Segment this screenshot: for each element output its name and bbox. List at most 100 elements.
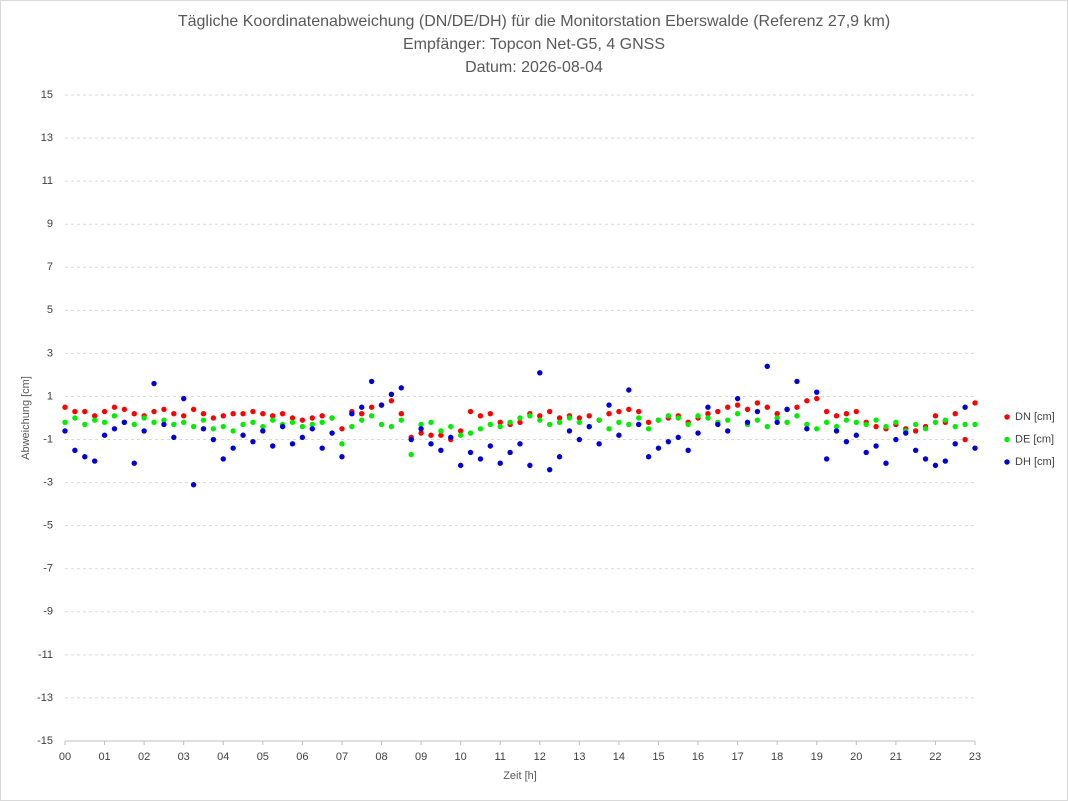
data-point xyxy=(794,413,800,419)
data-point xyxy=(339,441,345,447)
data-point xyxy=(814,426,820,432)
data-point xyxy=(448,434,454,441)
data-point xyxy=(250,419,256,426)
data-point xyxy=(428,432,434,438)
data-point xyxy=(230,445,236,451)
data-point xyxy=(635,408,642,415)
data-point xyxy=(774,419,780,426)
y-tick-label: 11 xyxy=(42,175,53,187)
data-point xyxy=(517,415,523,421)
data-point xyxy=(230,410,236,417)
data-point xyxy=(477,456,484,462)
legend-label: DH [cm] xyxy=(1015,456,1055,468)
y-tick-label: -13 xyxy=(37,692,53,704)
x-tick-label: 22 xyxy=(929,751,941,763)
data-point xyxy=(566,428,573,434)
data-point xyxy=(537,417,543,423)
data-point xyxy=(725,428,731,434)
data-point xyxy=(695,413,701,419)
data-point xyxy=(438,428,444,434)
data-point xyxy=(319,445,325,451)
x-tick-label: 04 xyxy=(217,751,229,763)
data-point xyxy=(893,419,899,426)
data-point xyxy=(695,430,701,436)
data-point xyxy=(507,419,513,426)
x-tick-label: 06 xyxy=(296,751,308,763)
data-point xyxy=(339,426,345,432)
data-point xyxy=(873,443,879,449)
data-point xyxy=(873,423,879,430)
data-point xyxy=(626,421,632,428)
data-point xyxy=(72,408,78,415)
data-point xyxy=(319,419,325,426)
data-point xyxy=(388,398,395,404)
data-point xyxy=(912,447,919,453)
data-point xyxy=(764,363,770,370)
data-point xyxy=(200,410,207,417)
data-point xyxy=(171,434,177,441)
data-point xyxy=(388,423,395,430)
data-point xyxy=(141,428,147,434)
data-point xyxy=(398,410,405,417)
data-point xyxy=(883,423,889,430)
data-point xyxy=(833,423,840,430)
y-tick-label: 13 xyxy=(41,132,53,144)
data-point xyxy=(814,395,820,402)
data-point xyxy=(418,430,424,436)
x-tick-label: 21 xyxy=(890,751,902,763)
data-point xyxy=(418,426,424,432)
chart-subtitle: Datum: 2026-08-04 xyxy=(465,59,603,76)
y-tick-label: 5 xyxy=(47,304,53,316)
data-point xyxy=(645,426,652,432)
data-point xyxy=(635,415,642,421)
data-point xyxy=(665,438,672,445)
data-point xyxy=(774,410,780,417)
data-point xyxy=(349,423,355,430)
data-point xyxy=(863,421,869,428)
data-point xyxy=(685,447,691,453)
data-point xyxy=(952,410,958,417)
data-point xyxy=(72,447,78,453)
x-tick-label: 07 xyxy=(336,751,348,763)
data-point xyxy=(220,413,226,419)
data-point xyxy=(972,400,978,406)
data-point xyxy=(912,428,919,434)
data-point xyxy=(556,415,563,421)
data-point xyxy=(180,419,187,426)
data-point xyxy=(626,387,632,393)
data-point xyxy=(359,404,365,410)
legend-marker xyxy=(1004,459,1010,465)
data-point xyxy=(101,432,108,438)
x-tick-label: 13 xyxy=(573,751,585,763)
data-point xyxy=(546,408,553,415)
data-point xyxy=(606,426,612,432)
data-point xyxy=(329,415,335,421)
data-point xyxy=(734,402,741,408)
data-point xyxy=(151,419,157,426)
x-tick-label: 08 xyxy=(375,751,387,763)
data-point xyxy=(497,460,503,466)
data-point xyxy=(497,419,503,426)
data-point xyxy=(388,391,395,398)
data-point xyxy=(91,458,98,464)
data-point xyxy=(121,419,128,426)
data-point xyxy=(477,426,484,432)
data-point xyxy=(774,415,780,421)
data-point xyxy=(62,428,68,434)
data-point xyxy=(171,410,177,417)
data-point xyxy=(725,417,731,423)
data-point xyxy=(616,432,622,438)
legend-marker xyxy=(1004,436,1010,443)
data-point xyxy=(91,413,98,419)
data-point xyxy=(398,417,405,423)
data-point xyxy=(240,410,246,417)
data-point xyxy=(190,406,197,413)
data-point xyxy=(705,410,711,417)
data-point xyxy=(230,428,236,434)
data-point xyxy=(240,421,246,428)
data-point xyxy=(378,421,385,428)
data-point xyxy=(180,413,187,419)
x-tick-label: 15 xyxy=(652,751,664,763)
data-point xyxy=(270,443,276,449)
data-point xyxy=(210,426,217,432)
